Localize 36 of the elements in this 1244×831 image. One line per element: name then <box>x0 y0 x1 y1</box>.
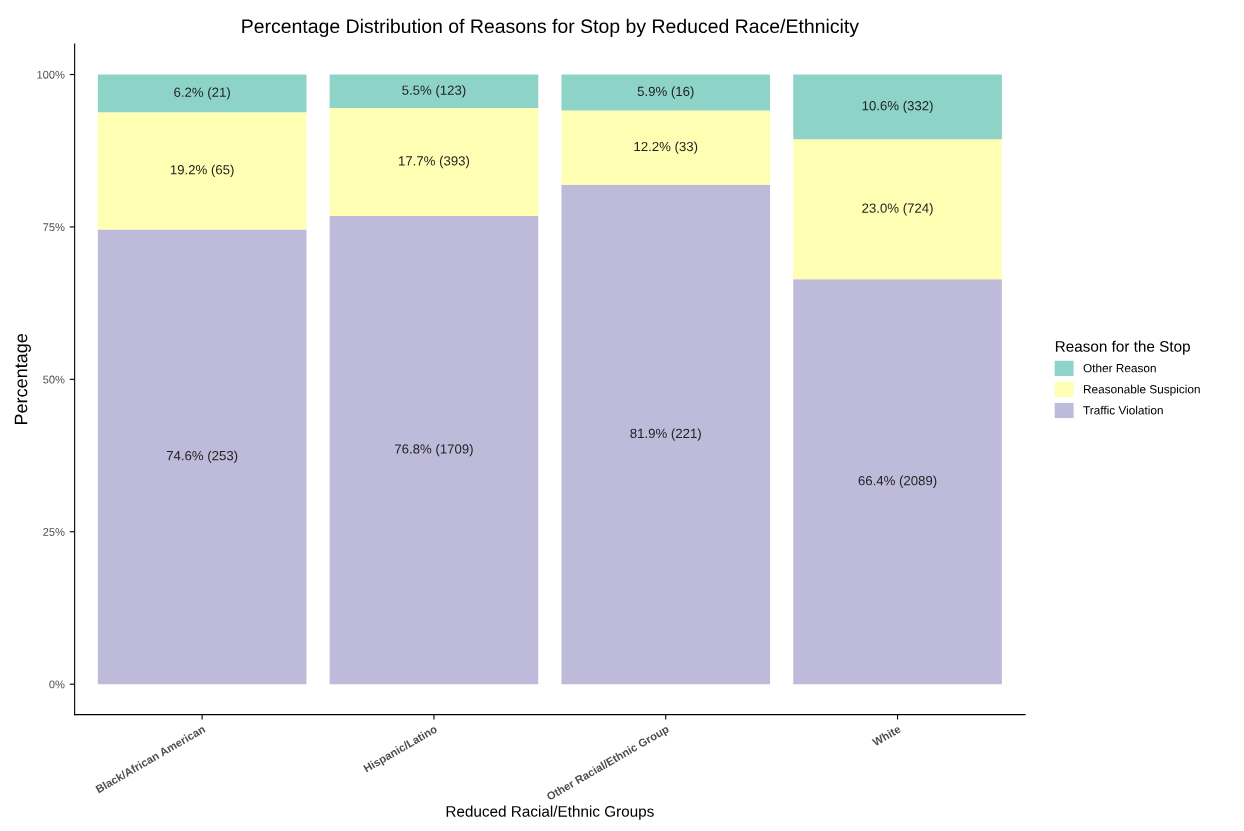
bar <box>329 108 539 216</box>
chart-title: Percentage Distribution of Reasons for Stop by Reduced Race/Ethnicity <box>242 18 859 37</box>
data-label: 23.0% (724) <box>862 203 933 216</box>
data-label: 74.6% (253) <box>166 450 238 463</box>
data-label: 5.9% (16) <box>637 86 694 99</box>
bar <box>793 279 1002 685</box>
y-tick-label: 0% <box>49 680 65 689</box>
data-label: 76.8% (1709) <box>395 443 473 457</box>
legend-label: Other Reason <box>1083 363 1156 373</box>
data-label: 12.2% (33) <box>634 141 698 154</box>
bar <box>97 112 307 230</box>
y-tick-label: 50% <box>43 375 65 384</box>
data-label: 66.4% (2089) <box>858 475 937 488</box>
bar <box>329 74 539 109</box>
y-tick-label: 75% <box>43 223 65 232</box>
legend-title: Reason for the Stop <box>1055 340 1190 355</box>
x-axis-title: Reduced Racial/Ethnic Groups <box>446 805 654 820</box>
data-label: 19.2% (65) <box>170 164 234 177</box>
bar <box>793 139 1002 280</box>
legend-label: Reasonable Suspicion <box>1083 384 1200 396</box>
y-tick-label: 100% <box>37 70 65 79</box>
data-label: 6.2% (21) <box>174 87 230 100</box>
legend-label: Traffic Violation <box>1083 405 1163 415</box>
data-label: 17.7% (393) <box>399 155 470 169</box>
bar <box>97 229 307 685</box>
y-tick-label: 25% <box>43 528 65 536</box>
y-axis-title: Percentage <box>14 333 31 425</box>
bar <box>329 215 539 685</box>
data-label: 5.5% (123) <box>402 85 466 98</box>
data-label: 10.6% (332) <box>862 100 933 113</box>
bar <box>97 74 307 113</box>
bar <box>561 110 771 185</box>
bar <box>561 74 771 111</box>
bar <box>793 74 1002 140</box>
bar <box>561 184 771 685</box>
data-label: 81.9% (221) <box>630 428 701 441</box>
